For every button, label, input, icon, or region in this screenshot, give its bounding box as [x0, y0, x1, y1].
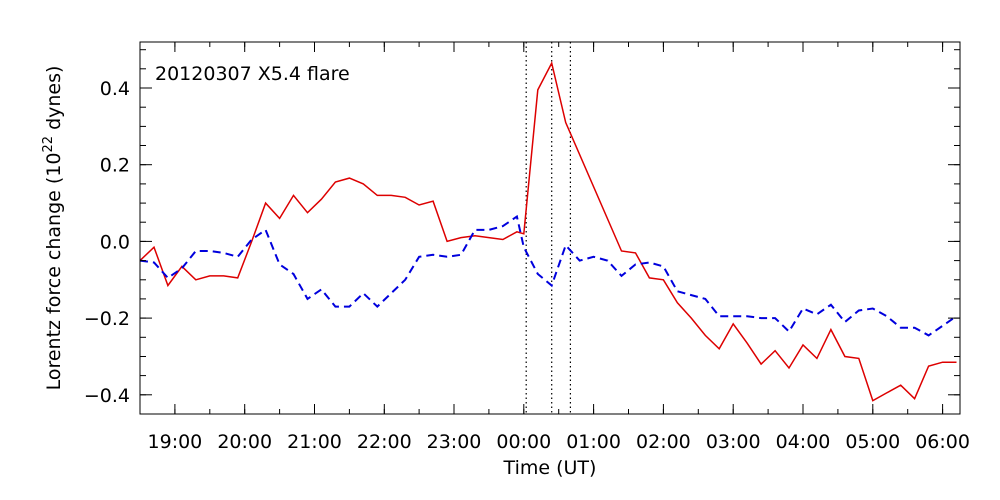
series-group — [139, 60, 958, 402]
y-axis: 0.4 0.2 0.0 −0.2 −0.4 — [84, 49, 960, 415]
x-tick-label: 01:00 — [566, 431, 621, 453]
series-line-blue-dashed — [139, 214, 958, 337]
x-tick-label: 20:00 — [217, 431, 272, 453]
x-tick-label: 22:00 — [357, 431, 412, 453]
y-axis-title-exponent: 22 — [41, 136, 56, 153]
y-tick-label: 0.4 — [100, 78, 130, 100]
x-tick-label: 05:00 — [845, 431, 900, 453]
y-axis-title: Lorentz force change (1022 dynes) — [41, 66, 65, 391]
y-tick-label: 0.0 — [100, 231, 130, 253]
vertical-markers — [525, 42, 572, 414]
y-axis-title-suffix: dynes) — [43, 66, 65, 136]
x-tick-label: 19:00 — [148, 431, 203, 453]
y-axis-title-prefix: Lorentz force change (10 — [43, 153, 65, 391]
plot-frame — [139, 41, 961, 415]
x-tick-label: 21:00 — [287, 431, 342, 453]
x-axis: 19:00 20:00 21:00 22:00 23:00 00:00 01:00 02:00… — [139, 42, 970, 453]
x-tick-label: 06:00 — [915, 431, 970, 453]
x-axis-title: Time (UT) — [503, 457, 597, 479]
x-tick-label: 02:00 — [636, 431, 691, 453]
x-tick-label: 04:00 — [776, 431, 831, 453]
x-tick-label: 23:00 — [427, 431, 482, 453]
series-line-red-solid — [139, 60, 957, 402]
x-tick-label: 03:00 — [706, 431, 761, 453]
y-tick-label: −0.2 — [84, 308, 130, 330]
x-tick-label: 00:00 — [496, 431, 551, 453]
y-tick-label: 0.2 — [100, 155, 130, 177]
y-tick-label: −0.4 — [84, 385, 130, 407]
flare-annotation: 20120307 X5.4 flare — [155, 63, 350, 85]
